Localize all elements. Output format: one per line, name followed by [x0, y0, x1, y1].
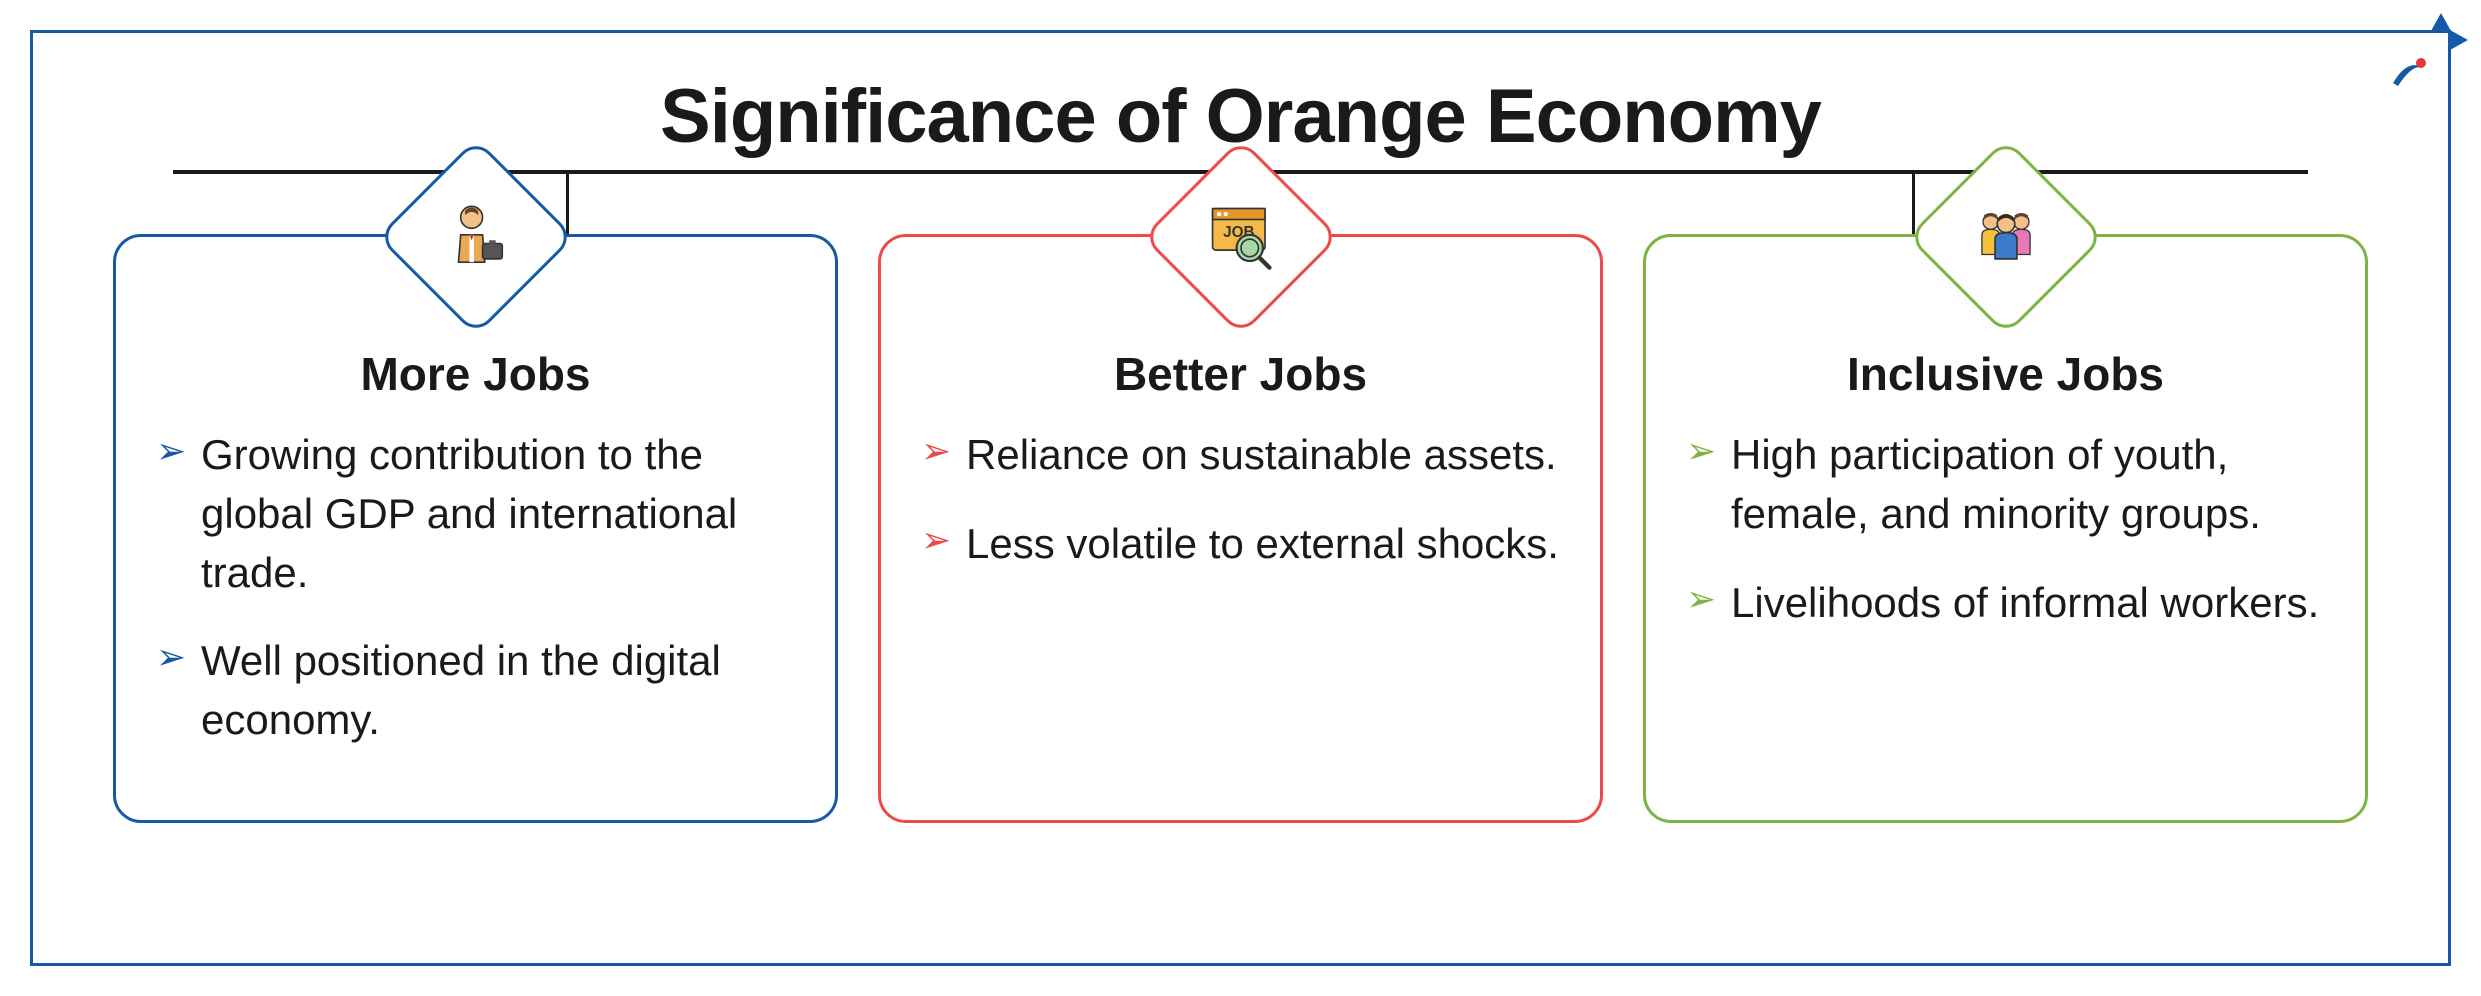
bullet-list: Reliance on sustainable assets. Less vol… [921, 426, 1560, 574]
arrow-right-icon [2431, 13, 2451, 31]
bullet-item: Growing contribution to the global GDP a… [156, 426, 795, 602]
outer-frame: Significance of Orange Economy [30, 30, 2451, 966]
bullet-item: Reliance on sustainable assets. [921, 426, 1560, 485]
card-inclusive-jobs: Inclusive Jobs High participation of you… [1643, 234, 2368, 823]
diamond-badge: JOB [1142, 138, 1340, 336]
card-better-jobs: JOB Better Jobs Reliance on sustainable … [878, 234, 1603, 823]
card-more-jobs: More Jobs Growing contribution to the gl… [113, 234, 838, 823]
card-heading: More Jobs [156, 347, 795, 401]
brand-logo-icon [2383, 48, 2433, 98]
connector-line [566, 174, 569, 234]
bullet-item: Less volatile to external shocks. [921, 515, 1560, 574]
job-search-icon: JOB [1201, 197, 1281, 277]
cards-container: More Jobs Growing contribution to the gl… [93, 234, 2388, 823]
people-group-icon [1966, 197, 2046, 277]
arrow-top-icon [2450, 30, 2468, 50]
connector-line [1912, 174, 1915, 234]
card-heading: Better Jobs [921, 347, 1560, 401]
card-heading: Inclusive Jobs [1686, 347, 2325, 401]
bullet-item: High participation of youth, female, and… [1686, 426, 2325, 544]
bullet-item: Well positioned in the digital economy. [156, 632, 795, 750]
diamond-badge [377, 138, 575, 336]
diamond-badge [1907, 138, 2105, 336]
bullet-list: Growing contribution to the global GDP a… [156, 426, 795, 750]
bullet-item: Livelihoods of informal workers. [1686, 574, 2325, 633]
bullet-list: High participation of youth, female, and… [1686, 426, 2325, 632]
businessman-icon [436, 197, 516, 277]
